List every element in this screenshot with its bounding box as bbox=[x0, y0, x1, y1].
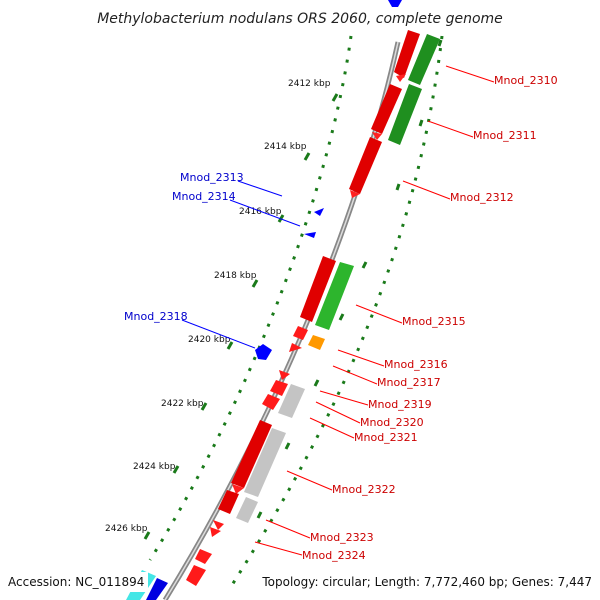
pseudo-mnod-2322[interactable] bbox=[244, 428, 286, 497]
tick-label: 2412 kbp bbox=[288, 79, 331, 89]
leader-line bbox=[309, 417, 355, 439]
outer-tick bbox=[313, 379, 320, 387]
leader-line bbox=[315, 401, 361, 424]
gene-mnod-2310[interactable] bbox=[394, 30, 420, 78]
gene-label[interactable]: Mnod_2315 bbox=[402, 315, 466, 328]
gene-mnod-2316[interactable] bbox=[293, 326, 308, 340]
gene-mnod-2324b[interactable] bbox=[210, 527, 221, 537]
footer-accession-bg bbox=[0, 572, 148, 592]
topology-text: Topology: circular; Length: 7,772,460 bp… bbox=[261, 575, 592, 589]
tick-mark bbox=[251, 279, 259, 288]
gene-small-red-2[interactable] bbox=[186, 565, 206, 586]
gene-label[interactable]: Mnod_2311 bbox=[473, 129, 537, 142]
gene-mnod-2318[interactable] bbox=[255, 344, 272, 360]
gene-label[interactable]: Mnod_2322 bbox=[332, 483, 396, 496]
tick-mark bbox=[303, 152, 311, 161]
gene-label[interactable]: Mnod_2319 bbox=[368, 398, 432, 411]
tick-mark bbox=[226, 341, 234, 350]
tick-mark bbox=[331, 93, 339, 102]
leader-line bbox=[319, 390, 369, 406]
tick-label: 2418 kbp bbox=[214, 271, 257, 281]
leader-line bbox=[265, 519, 311, 539]
leader-line bbox=[427, 120, 474, 138]
leader-line bbox=[286, 470, 333, 491]
gene-label[interactable]: Mnod_2312 bbox=[450, 191, 514, 204]
leader-line bbox=[254, 541, 303, 556]
leader-line bbox=[337, 349, 385, 367]
gene-mnod-2313[interactable] bbox=[314, 208, 324, 216]
gene-label[interactable]: Mnod_2314 bbox=[172, 190, 236, 203]
leader-line bbox=[237, 180, 283, 197]
gene-label[interactable]: Mnod_2310 bbox=[494, 74, 558, 87]
rna-mnod-2311[interactable] bbox=[388, 84, 422, 145]
gene-label[interactable]: Mnod_2318 bbox=[124, 310, 188, 323]
tick-mark bbox=[172, 465, 180, 474]
tick-label: 2422 kbp bbox=[161, 399, 204, 409]
outer-tick bbox=[338, 313, 345, 321]
tick-label: 2424 kbp bbox=[133, 462, 176, 472]
outer-track bbox=[230, 35, 444, 586]
outer-tick bbox=[395, 183, 401, 191]
genome-backbone bbox=[162, 41, 401, 600]
gene-mnod-2310-tip bbox=[396, 74, 406, 82]
gene-label[interactable]: Mnod_2320 bbox=[360, 416, 424, 429]
genome-backbone-highlight bbox=[164, 41, 399, 600]
leader-line bbox=[402, 180, 451, 200]
leader-line bbox=[355, 304, 403, 324]
gene-mnod-2322[interactable] bbox=[231, 420, 272, 488]
outer-tick bbox=[256, 511, 263, 519]
accession-text: Accession: NC_011894 bbox=[8, 575, 144, 589]
map-title: Methylobacterium nodulans ORS 2060, comp… bbox=[97, 11, 503, 27]
leader-line bbox=[229, 199, 301, 227]
rna-mnod-2310[interactable] bbox=[408, 34, 440, 85]
outer-tick bbox=[361, 261, 368, 269]
tick-label: 2414 kbp bbox=[264, 142, 307, 152]
leader-line bbox=[445, 65, 495, 83]
gene-blue-bottom[interactable] bbox=[146, 578, 168, 600]
gene-label[interactable]: Mnod_2321 bbox=[354, 431, 418, 444]
tick-label: 2416 kbp bbox=[239, 207, 282, 217]
gene-mnod-2320[interactable] bbox=[262, 394, 280, 410]
gene-mnod-2315[interactable] bbox=[300, 256, 336, 322]
footer-topology-bg bbox=[252, 572, 600, 592]
gene-mnod-2312[interactable] bbox=[349, 137, 382, 194]
gene-mnod-2311-tip bbox=[372, 132, 382, 140]
gene-label[interactable]: Mnod_2323 bbox=[310, 531, 374, 544]
gene-label[interactable]: Mnod_2324 bbox=[302, 549, 366, 562]
gene-label[interactable]: Mnod_2317 bbox=[377, 376, 441, 389]
leader-line bbox=[181, 319, 256, 349]
gene-label[interactable]: Mnod_2313 bbox=[180, 171, 244, 184]
outer-tick bbox=[437, 39, 443, 47]
gene-mnod-2322-tip bbox=[232, 484, 244, 494]
gene-mnod-2319b[interactable] bbox=[270, 380, 288, 396]
gene-small-red[interactable] bbox=[195, 549, 212, 564]
gene-mnod-2317[interactable] bbox=[289, 343, 302, 352]
gene-orange-feature[interactable] bbox=[308, 335, 325, 350]
top-edge-feature bbox=[388, 0, 402, 7]
gene-label[interactable]: Mnod_2316 bbox=[384, 358, 448, 371]
gene-mnod-2321[interactable] bbox=[278, 384, 305, 418]
gene-mnod-2312-tip bbox=[350, 190, 360, 198]
gene-mnod-2314[interactable] bbox=[304, 232, 316, 238]
pseudo-small[interactable] bbox=[236, 497, 258, 523]
gene-mnod-2311[interactable] bbox=[371, 84, 402, 134]
tick-label: 2426 kbp bbox=[105, 524, 148, 534]
outer-tick bbox=[418, 119, 424, 127]
tick-mark bbox=[143, 531, 151, 540]
tick-mark bbox=[200, 402, 208, 411]
tick-label: 2420 kbp bbox=[188, 335, 231, 345]
gene-mnod-2324[interactable] bbox=[213, 520, 224, 530]
leader-line bbox=[332, 365, 378, 385]
gene-mnod-2323[interactable] bbox=[218, 490, 239, 514]
rna-mnod-2315[interactable] bbox=[315, 262, 354, 330]
gene-mnod-2319[interactable] bbox=[279, 370, 290, 380]
outer-tick bbox=[284, 442, 291, 450]
